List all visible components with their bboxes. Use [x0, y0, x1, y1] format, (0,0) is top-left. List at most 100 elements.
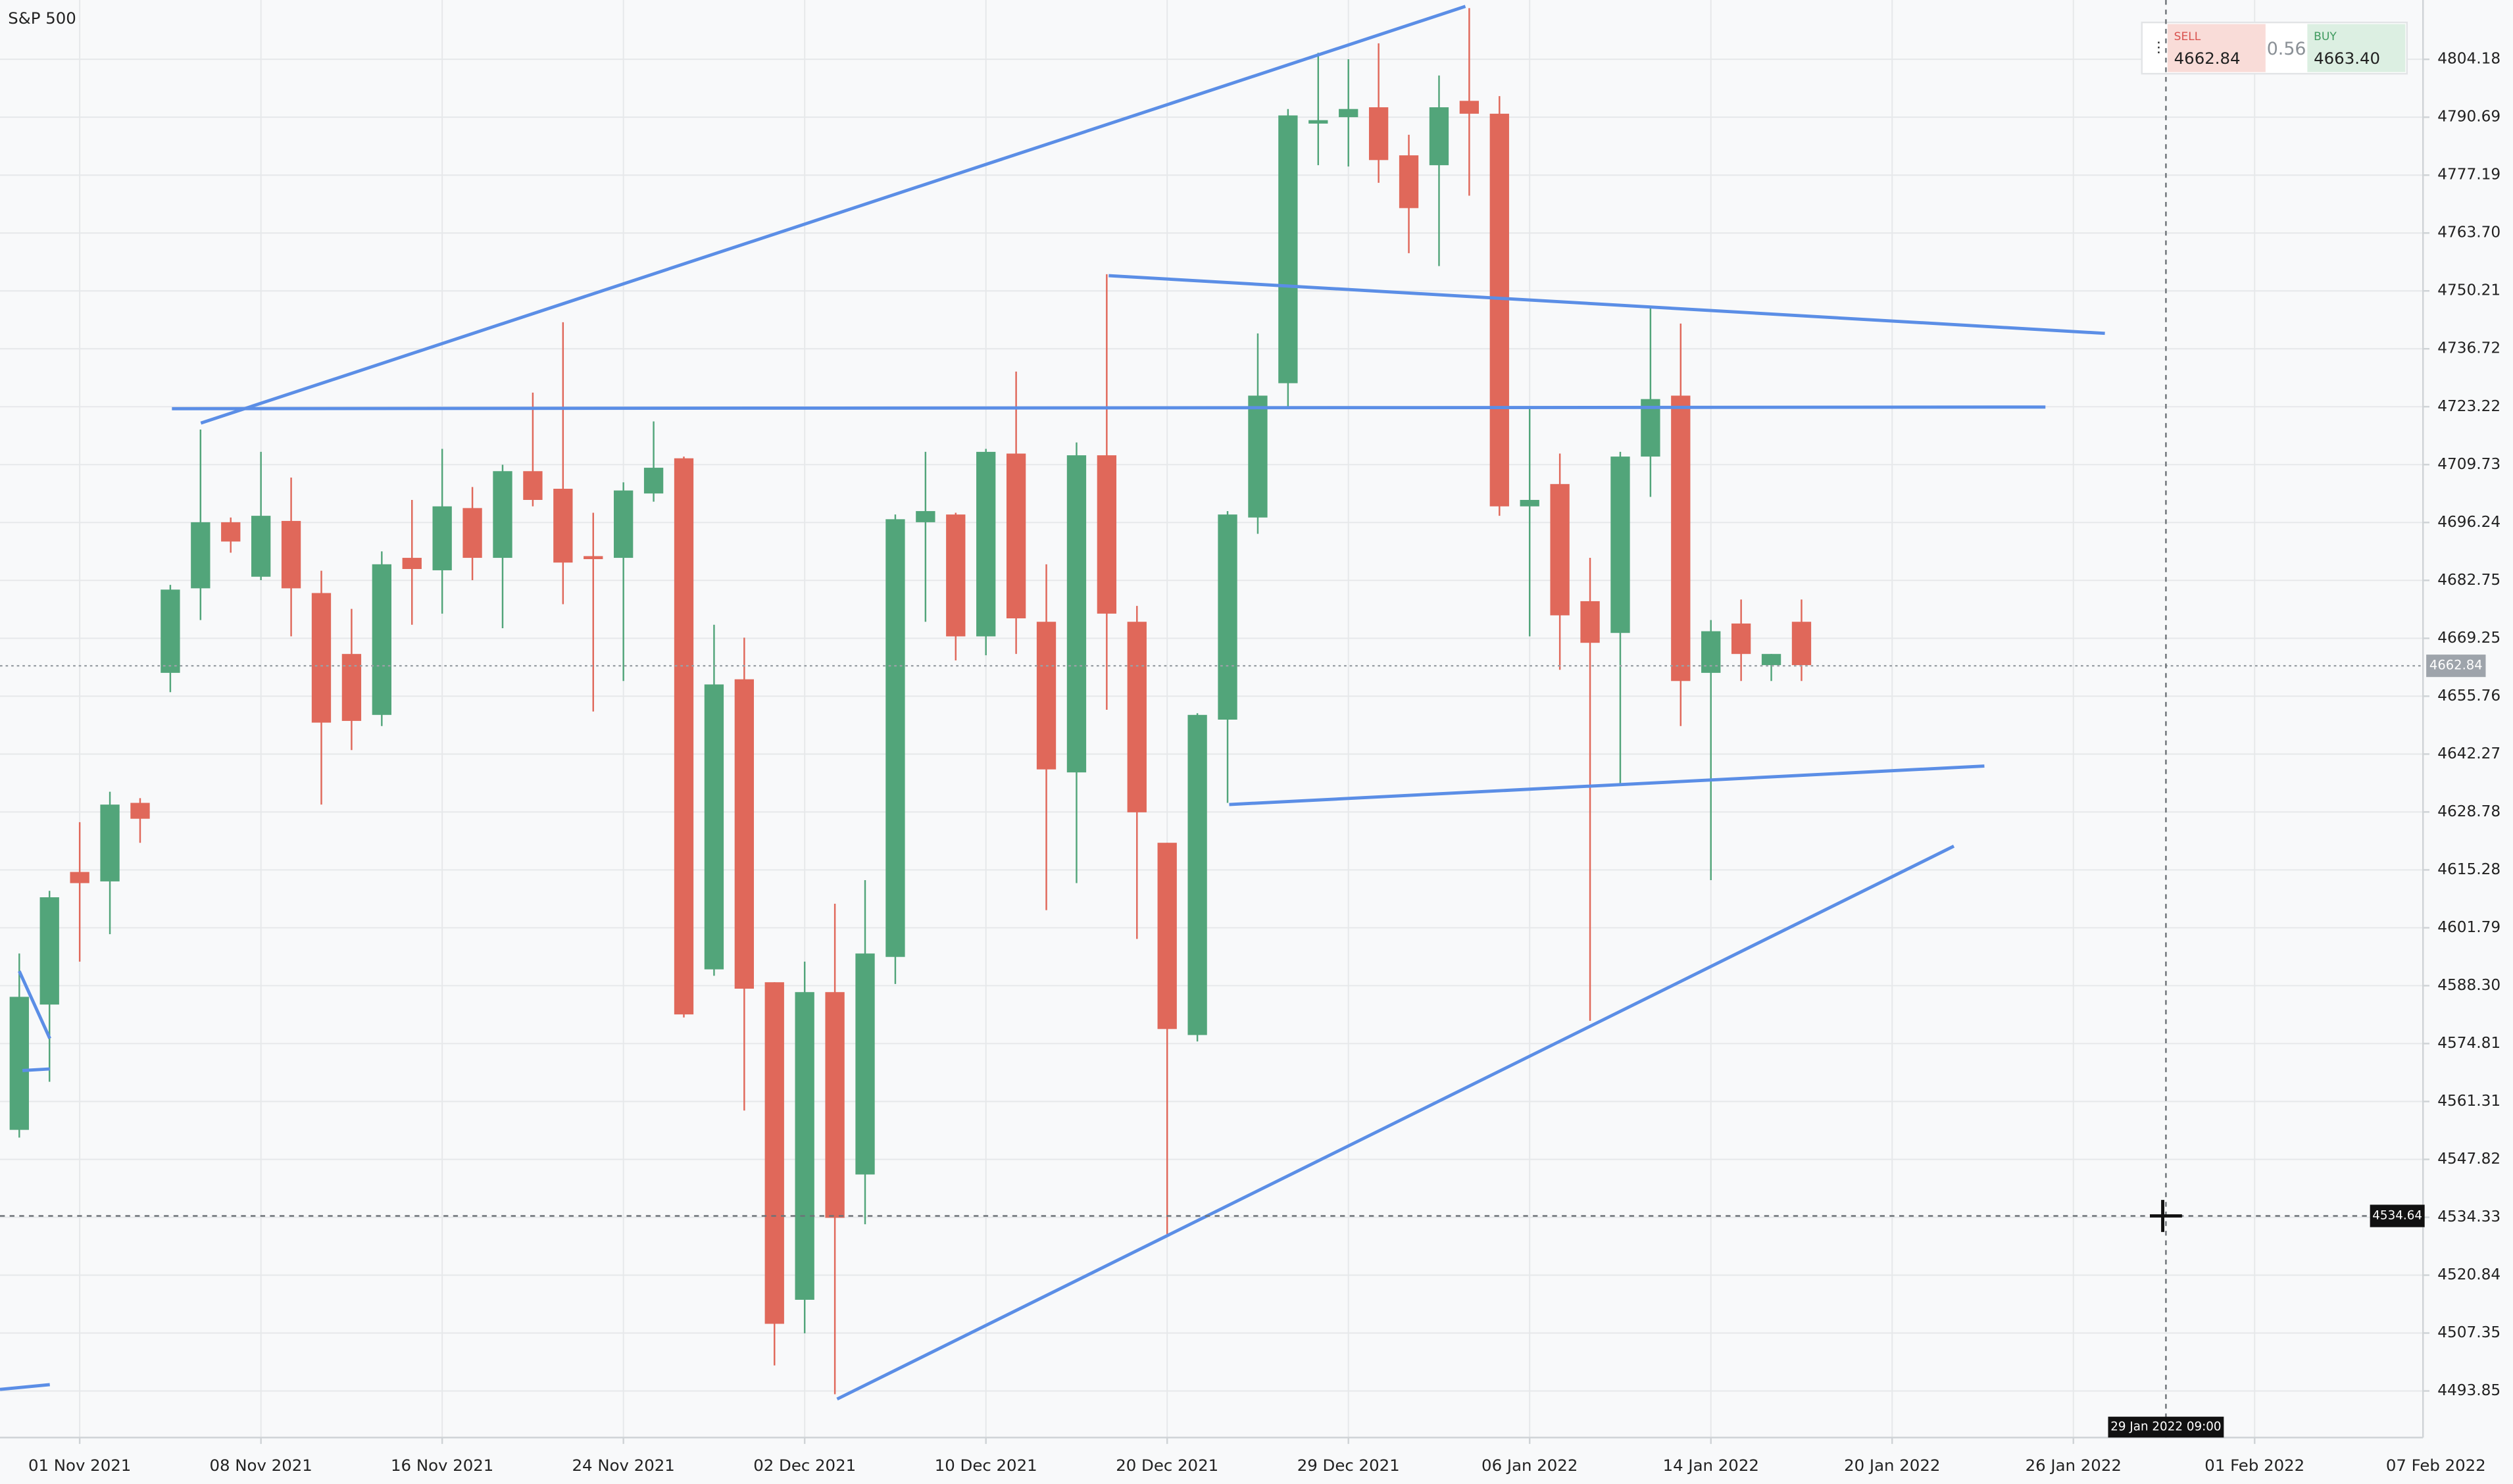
candle-body — [1489, 113, 1509, 507]
candle-body — [1791, 622, 1812, 666]
candle-body — [1671, 395, 1691, 681]
y-tick-label: 4682.75 — [2437, 571, 2501, 589]
candle-body — [1066, 455, 1087, 773]
candle-body — [795, 992, 814, 1300]
buy-price: 4663.40 — [2314, 49, 2380, 68]
candle-body — [1368, 107, 1389, 161]
spread: 0.56 — [2267, 39, 2306, 59]
x-tick-label: 06 Jan 2022 — [1481, 1456, 1578, 1475]
x-tick-label: 29 Dec 2021 — [1297, 1456, 1400, 1475]
chart-title: S&P 500 — [8, 9, 76, 28]
y-tick-label: 4736.72 — [2437, 339, 2501, 357]
candle-body — [825, 992, 845, 1218]
y-tick-label: 4588.30 — [2437, 976, 2501, 994]
y-tick-label: 4763.70 — [2437, 224, 2501, 241]
x-tick-label: 20 Jan 2022 — [1844, 1456, 1940, 1475]
price-line-tag — [2426, 655, 2486, 678]
candle-body — [704, 684, 724, 970]
trend-lines — [0, 5, 2105, 1401]
candle-body — [1399, 155, 1419, 209]
x-tick-label: 07 Feb 2022 — [2386, 1456, 2486, 1475]
candle-body — [734, 679, 754, 989]
y-tick-label: 4750.21 — [2437, 282, 2501, 299]
candle-body — [916, 510, 935, 522]
candle-body — [553, 489, 573, 563]
candle-body — [372, 564, 391, 715]
crosshair-time-tag — [2108, 1416, 2224, 1438]
candle-body — [946, 514, 966, 637]
candles — [9, 8, 1812, 1395]
x-tick-label: 24 Nov 2021 — [572, 1456, 675, 1475]
y-tick-label: 4547.82 — [2437, 1150, 2501, 1168]
cursor — [2150, 1200, 2182, 1232]
y-tick-label: 4628.78 — [2437, 803, 2501, 820]
buy-button[interactable] — [2307, 24, 2406, 72]
x-tick-label: 14 Jan 2022 — [1663, 1456, 1759, 1475]
trend-line[interactable] — [18, 970, 51, 1039]
candle-body — [1006, 453, 1026, 619]
y-tick-label: 4655.76 — [2437, 687, 2501, 705]
trend-line[interactable] — [1108, 274, 2105, 335]
y-tick-label: 4790.69 — [2437, 108, 2501, 126]
y-tick-label: 4723.22 — [2437, 397, 2501, 415]
candle-body — [674, 458, 694, 1015]
axes: 4493.85 4507.35 4520.84 4534.33 4547.82 4561.… — [28, 50, 2501, 1475]
y-tick-label: 4507.35 — [2437, 1323, 2501, 1341]
x-tick-label: 16 Nov 2021 — [391, 1456, 493, 1475]
sell-label: SELL — [2174, 30, 2201, 43]
candle-body — [432, 506, 452, 570]
candle-body — [70, 872, 89, 883]
candle-body — [1339, 109, 1358, 118]
y-tick-label: 4804.18 — [2437, 50, 2501, 68]
y-tick-label: 4561.31 — [2437, 1092, 2501, 1110]
crosshair-price-tag — [2370, 1204, 2425, 1227]
candle-body — [1580, 601, 1600, 643]
trend-line[interactable] — [172, 405, 2046, 410]
candle-body — [281, 520, 301, 589]
trend-line[interactable] — [0, 1383, 50, 1391]
trend-line[interactable] — [200, 5, 1466, 425]
candle-body — [1278, 115, 1298, 383]
candle-body — [39, 897, 59, 1005]
sell-button[interactable] — [2167, 24, 2266, 72]
trend-line[interactable] — [1229, 764, 1985, 806]
candle-body — [311, 593, 332, 723]
candle-body — [1429, 107, 1449, 166]
x-tick-label: 01 Nov 2021 — [28, 1456, 131, 1475]
y-tick-label: 4493.85 — [2437, 1381, 2501, 1399]
y-tick-label: 4534.33 — [2437, 1208, 2501, 1225]
candle-body — [584, 556, 603, 560]
overlays: 4662.84 4534.64 29 Jan 2022 09:00 — [0, 0, 2486, 1438]
y-tick-label: 4601.79 — [2437, 918, 2501, 936]
x-tick-label: 01 Feb 2022 — [2204, 1456, 2304, 1475]
candle-body — [1761, 654, 1781, 666]
trade-panel[interactable]: ⋮⋮ SELL 4662.84 0.56 BUY 4663.40 — [2141, 21, 2408, 75]
y-tick-label: 4520.84 — [2437, 1266, 2501, 1283]
x-tick-label: 20 Dec 2021 — [1116, 1456, 1218, 1475]
candle-body — [885, 519, 905, 957]
trend-line[interactable] — [22, 1067, 50, 1072]
candle-body — [764, 982, 784, 1324]
x-tick-label: 08 Nov 2021 — [209, 1456, 312, 1475]
candle-body — [130, 803, 150, 819]
candle-body — [100, 804, 120, 881]
buy-label: BUY — [2314, 30, 2337, 43]
trend-line[interactable] — [836, 845, 1955, 1401]
y-tick-label: 4574.81 — [2437, 1034, 2501, 1052]
candle-body — [1248, 395, 1268, 518]
crosshair-price-label: 4534.64 — [2372, 1208, 2422, 1222]
candle-body — [251, 516, 271, 577]
candle-body — [855, 953, 875, 1175]
candle-body — [341, 654, 362, 721]
candle-body — [1520, 499, 1539, 507]
sell-price: 4662.84 — [2174, 49, 2241, 68]
candle-body — [161, 589, 180, 673]
candle-body — [1187, 714, 1207, 1035]
candle-body — [191, 522, 211, 589]
candle-body — [462, 508, 482, 558]
candle-body — [976, 451, 996, 637]
candle-body — [1459, 101, 1480, 114]
candle-body — [402, 558, 422, 570]
y-tick-label: 4709.73 — [2437, 455, 2501, 473]
